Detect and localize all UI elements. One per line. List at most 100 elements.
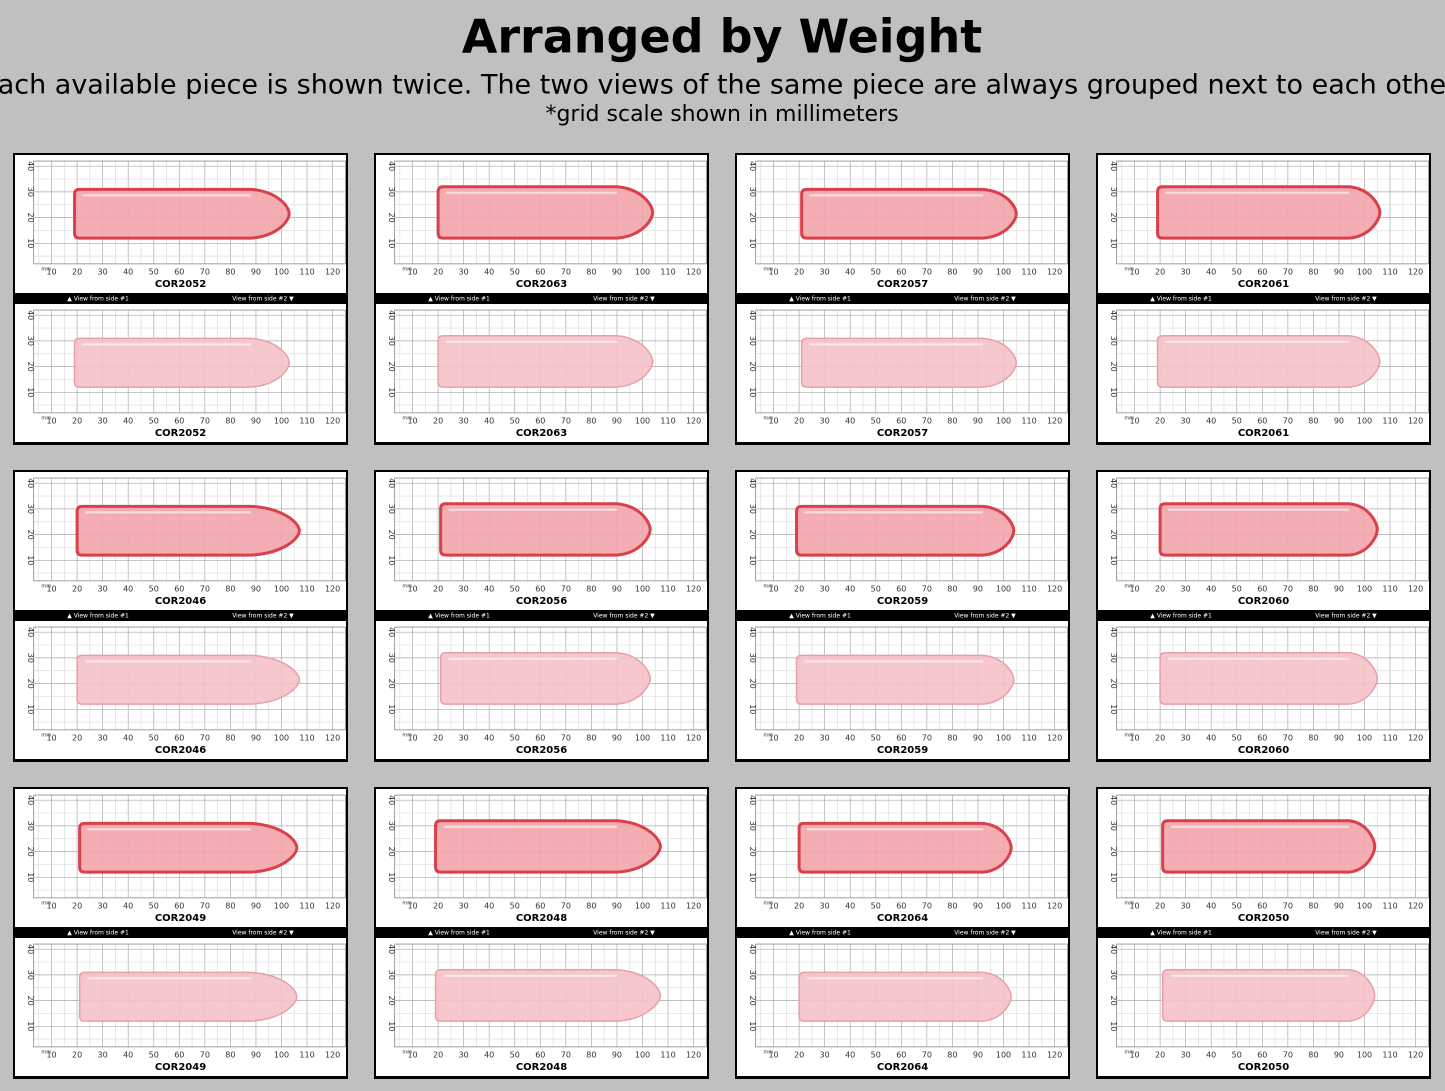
x-scale-label: 70 <box>200 902 210 911</box>
x-scale-label: 50 <box>871 734 881 743</box>
crystal <box>439 502 652 557</box>
y-scale-label: 10 <box>387 555 396 565</box>
x-scale-label: 80 <box>225 902 235 911</box>
x-scale-label: 100 <box>1357 417 1372 426</box>
x-scale-label: 110 <box>299 902 314 911</box>
x-scale-label: 70 <box>922 417 932 426</box>
x-scale-label: 50 <box>510 585 520 594</box>
x-scale-label: 80 <box>586 902 596 911</box>
x-scale-label: 20 <box>433 734 443 743</box>
view-label: View from side #2 ▼ <box>232 613 294 620</box>
y-scale-label: 30 <box>26 821 35 831</box>
y-scale-label: 30 <box>1109 821 1118 831</box>
x-scale-label: 90 <box>251 268 261 277</box>
view-label: View from side #2 ▼ <box>954 296 1016 303</box>
x-scale-label: 10 <box>1129 1051 1139 1060</box>
x-scale-label: 90 <box>612 902 622 911</box>
x-scale-label: 100 <box>996 1051 1011 1060</box>
x-scale-label: 40 <box>1206 268 1216 277</box>
crystal <box>76 654 301 705</box>
x-scale-label: 100 <box>1357 585 1372 594</box>
unit-label: mm <box>41 584 51 590</box>
piece-id: COR2064 <box>877 1062 928 1073</box>
x-scale-label: 30 <box>98 585 108 594</box>
y-scale-label: 10 <box>748 704 757 714</box>
product-card: 10 20 30 40 50 60 70 80 90 100 110 12040302010mmCOR… <box>374 470 709 762</box>
y-scale-label: 40 <box>387 944 396 954</box>
y-scale-label: 30 <box>1109 970 1118 980</box>
y-scale-label: 10 <box>748 387 757 397</box>
x-scale-label: 120 <box>686 1051 701 1060</box>
crystal <box>1161 969 1376 1022</box>
y-scale-label: 20 <box>748 530 757 540</box>
y-scale-label: 40 <box>387 627 396 637</box>
unit-label: mm <box>1124 584 1134 590</box>
y-scale-label: 10 <box>1109 1021 1118 1031</box>
piece-id: COR2064 <box>877 913 928 924</box>
piece-id: COR2048 <box>516 913 567 924</box>
view-label: ▲ View from side #1 <box>1150 613 1212 620</box>
y-scale-label: 20 <box>748 847 757 857</box>
x-scale-label: 20 <box>1155 734 1165 743</box>
x-scale-label: 70 <box>922 585 932 594</box>
y-scale-label: 20 <box>26 847 35 857</box>
y-scale-label: 40 <box>1109 310 1118 320</box>
x-scale-label: 70 <box>200 268 210 277</box>
grid-border <box>755 160 1068 265</box>
grid-border <box>394 626 707 731</box>
crystal <box>795 654 1015 705</box>
x-scale-label: 110 <box>1382 417 1397 426</box>
x-scale-label: 30 <box>820 417 830 426</box>
x-scale-label: 120 <box>1047 902 1062 911</box>
x-scale-label: 10 <box>407 268 417 277</box>
x-scale-label: 100 <box>996 734 1011 743</box>
x-scale-label: 10 <box>768 734 778 743</box>
x-scale-label: 60 <box>535 417 545 426</box>
x-scale-label: 110 <box>1382 268 1397 277</box>
unit-label: mm <box>402 267 412 273</box>
crystal <box>800 187 1018 240</box>
view-label: ▲ View from side #1 <box>789 930 851 937</box>
unit-label: mm <box>1124 733 1134 739</box>
y-scale-label: 40 <box>26 478 35 488</box>
x-scale-label: 40 <box>845 902 855 911</box>
y-scale-label: 30 <box>387 970 396 980</box>
crystal <box>1161 819 1377 874</box>
grid <box>1116 943 1429 1048</box>
x-scale-label: 50 <box>1232 417 1242 426</box>
x-scale-label: 50 <box>510 1051 520 1060</box>
x-scale-label: 120 <box>1047 268 1062 277</box>
x-scale-label: 120 <box>325 902 340 911</box>
x-scale-label: 110 <box>299 417 314 426</box>
piece-id: COR2050 <box>1238 913 1289 924</box>
y-scale-label: 30 <box>748 187 757 197</box>
x-scale-label: 90 <box>973 1051 983 1060</box>
grid-border <box>755 943 1068 1048</box>
x-scale-label: 60 <box>535 585 545 594</box>
x-scale-label: 70 <box>200 734 210 743</box>
x-scale-label: 20 <box>72 585 82 594</box>
y-scale-label: 30 <box>748 821 757 831</box>
y-scale-label: 40 <box>26 795 35 805</box>
grid-border <box>33 943 346 1048</box>
x-scale-label: 50 <box>510 734 520 743</box>
x-scale-label: 50 <box>871 417 881 426</box>
x-scale-label: 50 <box>871 902 881 911</box>
x-scale-label: 90 <box>1334 902 1344 911</box>
view-label: View from side #2 ▼ <box>954 930 1016 937</box>
piece-id: COR2052 <box>155 428 206 439</box>
y-scale-label: 20 <box>1109 996 1118 1006</box>
x-scale-label: 20 <box>433 268 443 277</box>
x-scale-label: 60 <box>174 585 184 594</box>
x-scale-label: 100 <box>996 902 1011 911</box>
y-scale-label: 10 <box>26 1021 35 1031</box>
x-scale-label: 40 <box>123 585 133 594</box>
x-scale-label: 20 <box>72 734 82 743</box>
unit-label: mm <box>402 584 412 590</box>
x-scale-label: 90 <box>973 902 983 911</box>
unit-label: mm <box>41 733 51 739</box>
x-scale-label: 30 <box>459 585 469 594</box>
x-scale-label: 10 <box>46 1051 56 1060</box>
x-scale-label: 80 <box>586 268 596 277</box>
x-scale-label: 90 <box>1334 268 1344 277</box>
